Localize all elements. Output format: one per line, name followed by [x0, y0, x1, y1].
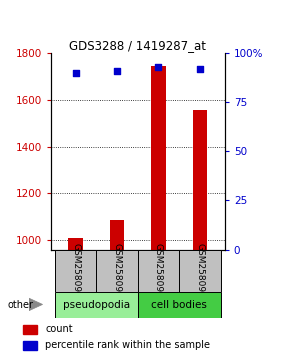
- Text: GSM258091: GSM258091: [154, 243, 163, 298]
- Polygon shape: [29, 298, 43, 311]
- Bar: [96, 250, 138, 292]
- Point: [73, 70, 78, 75]
- Text: count: count: [45, 324, 73, 334]
- Bar: [151, 66, 166, 250]
- Bar: [68, 238, 83, 250]
- Text: GSM258092: GSM258092: [113, 244, 122, 298]
- Point: [197, 66, 202, 72]
- Text: cell bodies: cell bodies: [151, 300, 207, 310]
- Bar: [23, 341, 37, 350]
- Text: percentile rank within the sample: percentile rank within the sample: [45, 340, 210, 350]
- Point: [115, 68, 119, 74]
- Bar: [138, 292, 221, 318]
- Text: GSM258093: GSM258093: [195, 243, 204, 298]
- Point: [156, 64, 161, 70]
- Bar: [55, 250, 96, 292]
- Text: other: other: [7, 300, 33, 310]
- Text: pseudopodia: pseudopodia: [63, 300, 130, 310]
- Bar: [179, 250, 221, 292]
- Bar: [110, 220, 124, 250]
- Text: GSM258090: GSM258090: [71, 243, 80, 298]
- Title: GDS3288 / 1419287_at: GDS3288 / 1419287_at: [69, 39, 206, 52]
- Bar: [23, 325, 37, 334]
- Bar: [193, 110, 207, 250]
- Bar: [55, 292, 138, 318]
- Bar: [138, 250, 179, 292]
